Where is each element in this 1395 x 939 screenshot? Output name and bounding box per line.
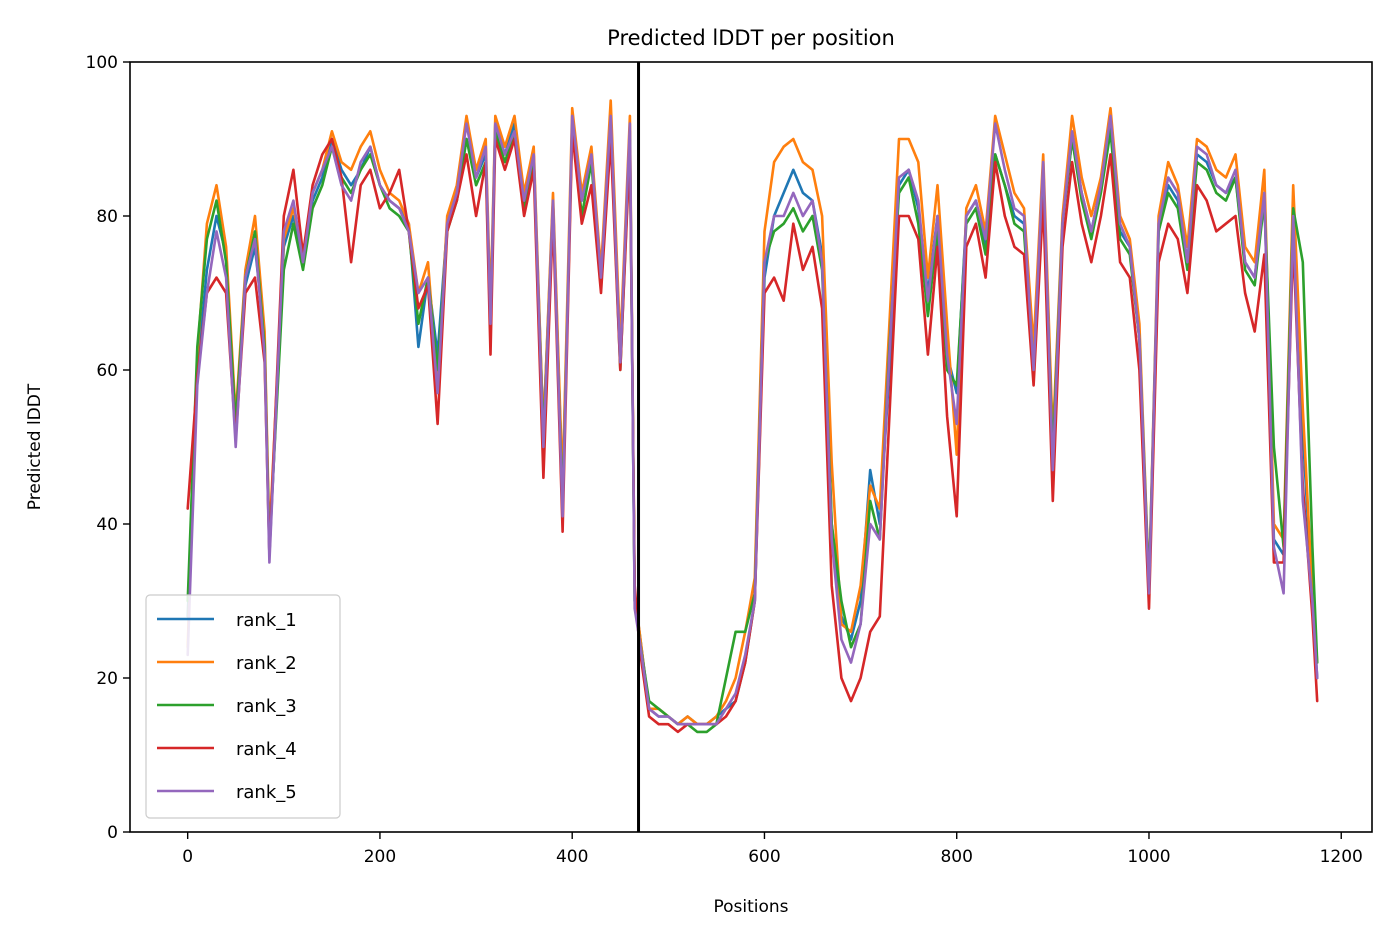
legend-label-rank_2: rank_2	[236, 653, 297, 674]
legend-label-rank_4: rank_4	[236, 739, 297, 760]
y-tick-label: 60	[96, 361, 118, 381]
chart-title: Predicted lDDT per position	[607, 26, 895, 50]
legend-label-rank_1: rank_1	[236, 610, 297, 631]
y-tick-label: 0	[107, 823, 118, 843]
y-tick-label: 20	[96, 669, 118, 689]
x-tick-label: 800	[940, 847, 972, 867]
x-tick-label: 200	[364, 847, 396, 867]
legend-box	[145, 594, 341, 819]
y-tick-label: 100	[86, 53, 118, 73]
legend-label-rank_5: rank_5	[236, 782, 297, 803]
legend-label-rank_3: rank_3	[236, 696, 297, 717]
x-axis-ticks: 0 200 400 600 800 1000 1200	[182, 832, 1363, 867]
y-tick-label: 80	[96, 207, 118, 227]
series-line-rank_5	[186, 114, 1319, 726]
legend-entries: rank_1 rank_2 rank_3 rank_4 rank_5	[157, 610, 297, 803]
y-tick-label: 40	[96, 515, 118, 535]
x-tick-label: 1200	[1320, 847, 1363, 867]
plot-area-frame	[129, 61, 1373, 833]
series-line-rank_4	[186, 130, 1319, 734]
series-layer	[186, 99, 1319, 734]
x-axis-label: Positions	[713, 897, 788, 917]
y-axis-label: Predicted lDDT	[25, 383, 45, 510]
x-tick-label: 0	[182, 847, 193, 867]
x-tick-label: 400	[556, 847, 588, 867]
y-axis-ticks: 0 20 40 60 80 100	[86, 53, 130, 843]
x-tick-label: 600	[748, 847, 780, 867]
x-tick-label: 1000	[1127, 847, 1170, 867]
legend: rank_1 rank_2 rank_3 rank_4 rank_5	[145, 594, 341, 819]
